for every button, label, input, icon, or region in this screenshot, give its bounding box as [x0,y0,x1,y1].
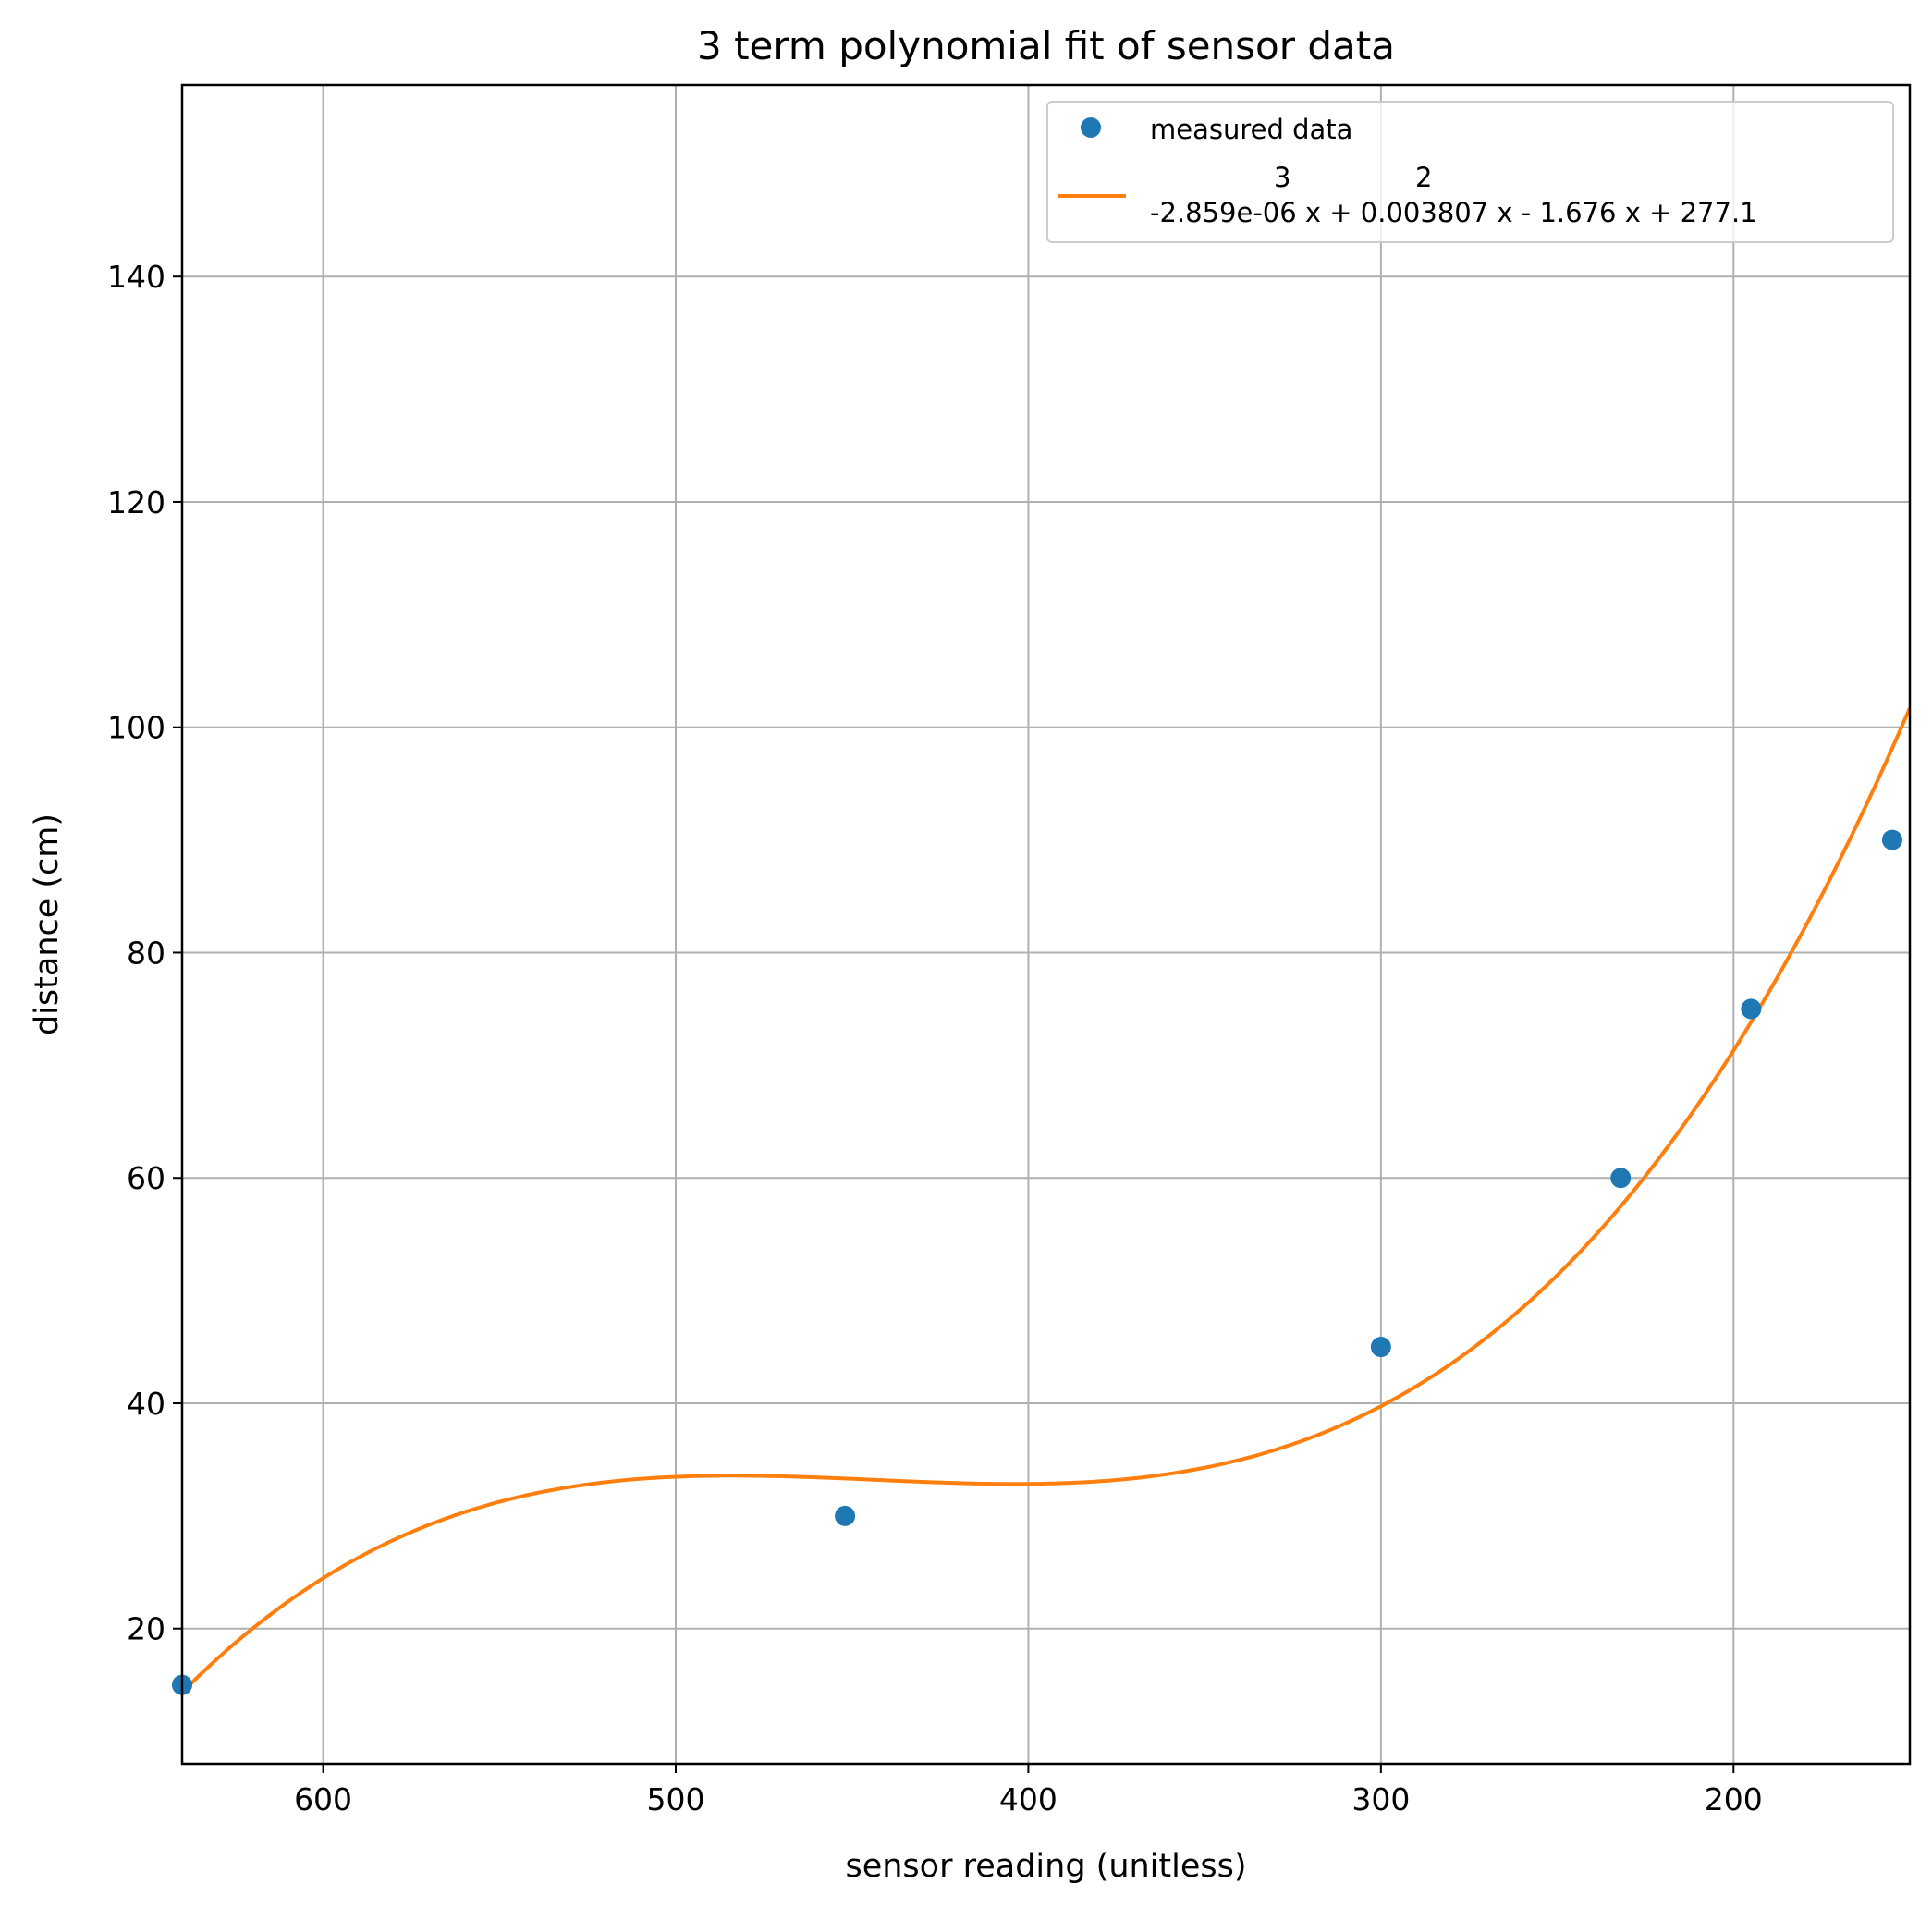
data-point [835,1505,856,1526]
legend-exponent-3: 3 [1274,162,1290,193]
data-point [1370,1337,1391,1358]
legend: measured data 3 2 -2.859e-06 x + 0.00380… [1046,101,1894,243]
data-point [1610,1168,1632,1189]
x-tick-label: 500 [647,1781,705,1817]
fit-curve-line [182,707,1910,1694]
legend-marker-measured-data [1081,117,1101,138]
axis-ticks: 600 500 400 300 200 20 40 60 80 100 120 140 [107,259,1763,1817]
legend-exponent-2: 2 [1415,162,1432,193]
fit-curve-layer [182,707,1910,1694]
x-tick-label: 200 [1705,1781,1763,1817]
y-tick-label: 40 [127,1386,165,1422]
x-axis-label: sensor reading (unitless) [845,1848,1246,1885]
legend-label-measured-data: measured data [1150,114,1352,145]
y-axis-label: distance (cm) [29,813,66,1035]
y-tick-label: 120 [107,484,165,520]
y-tick-label: 100 [107,710,165,746]
legend-label-fit: -2.859e-06 x + 0.003807 x - 1.676 x + 27… [1150,197,1757,228]
chart-title: 3 term polynomial fit of sensor data [697,23,1395,68]
legend-box [1046,101,1894,243]
grid [182,85,1910,1764]
x-tick-label: 600 [294,1781,352,1817]
x-tick-label: 300 [1351,1781,1410,1817]
x-tick-label: 400 [999,1781,1058,1817]
y-tick-label: 80 [127,935,165,971]
y-tick-label: 60 [127,1160,165,1196]
y-tick-label: 20 [127,1611,165,1647]
y-tick-label: 140 [107,259,165,295]
data-points-layer [172,829,1902,1695]
data-point [1741,998,1762,1020]
plot-area-frame [180,83,1912,1766]
data-point [1881,829,1902,850]
